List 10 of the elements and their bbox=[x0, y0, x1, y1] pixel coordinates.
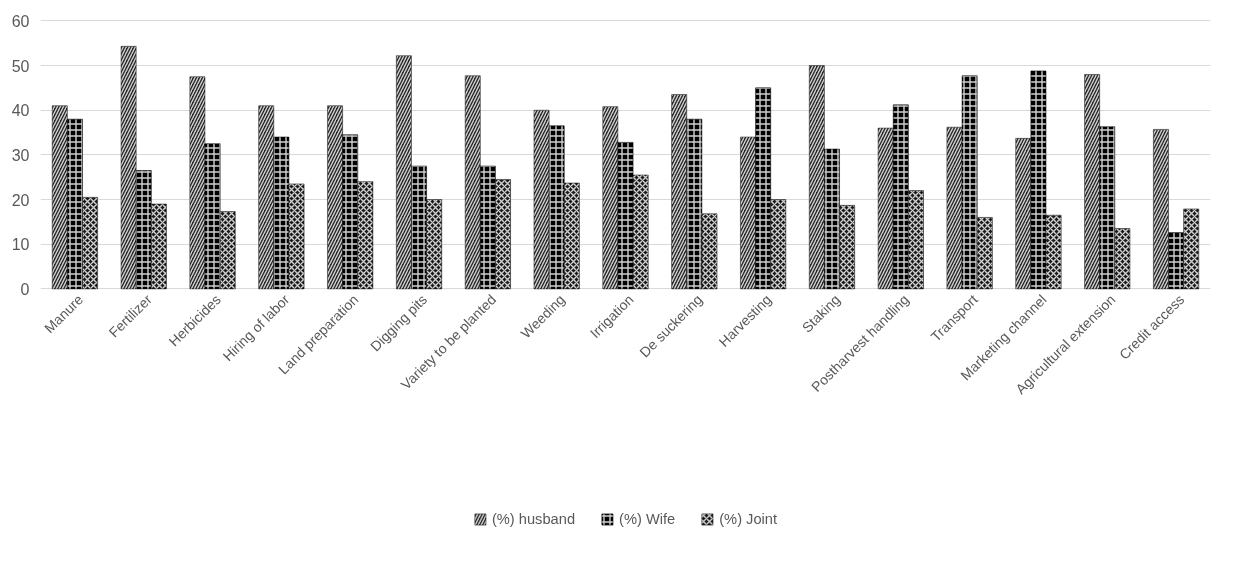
y-tick-label: 20 bbox=[11, 191, 30, 209]
legend-label: (%) husband bbox=[491, 511, 576, 527]
y-tick-label: 30 bbox=[11, 146, 30, 164]
y-tick-label: 40 bbox=[11, 102, 30, 120]
y-tick-label: 50 bbox=[11, 57, 30, 75]
y-tick-label: 0 bbox=[20, 280, 30, 298]
y-tick-label: 10 bbox=[11, 236, 30, 254]
y-tick-label: 60 bbox=[11, 12, 30, 30]
legend-label: (%) Joint bbox=[719, 511, 778, 527]
legend-label: (%) Wife bbox=[619, 511, 676, 527]
